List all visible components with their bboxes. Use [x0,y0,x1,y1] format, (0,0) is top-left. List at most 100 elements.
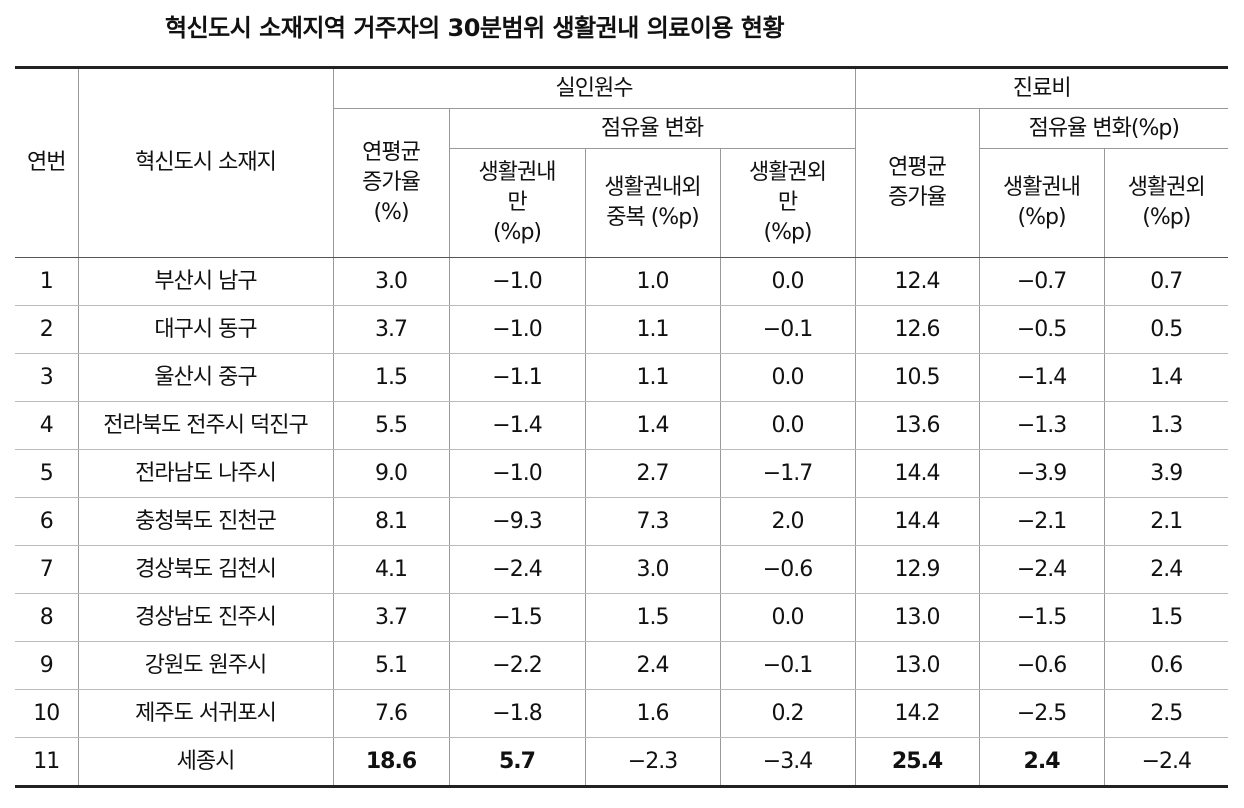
table-cell: 9.0 [332,449,450,498]
table-cell: −1.1 [448,353,586,402]
table-cell: −0.5 [978,305,1105,354]
table-cell: 2.7 [584,449,721,498]
table-cell: −1.4 [978,353,1105,402]
table-cell: 12.6 [854,305,980,354]
table-header: 연번 혁신도시 소재지 실인원수 진료비 연평균 증가율 (%) 점유율 변화 … [15,66,1229,258]
header-cell: 생활권외 (%p) [1103,148,1229,258]
table-cell: 0.0 [719,353,856,402]
table-cell: 1.0 [584,257,721,306]
table-cell: 강원도 원주시 [77,641,334,690]
table-row: 11 세종시 18.6 5.7 −2.3 −3.4 25.4 2.4 −2.4 [15,737,1229,788]
table-row: 5 전라남도 나주시 9.0 −1.0 2.7 −1.7 14.4 −3.9 3.9 [15,449,1229,498]
table-cell: 8.1 [332,497,450,546]
table-cell: 7 [15,545,79,594]
table-cell: −1.5 [978,593,1105,642]
table-cell: 2.4 [1103,545,1229,594]
table-cell: 경상남도 진주시 [77,593,334,642]
table-cell: 7.3 [584,497,721,546]
table-cell: −1.7 [719,449,856,498]
table-cell: 2.0 [719,497,856,546]
table-cell: −2.2 [448,641,586,690]
table-cell: −0.6 [719,545,856,594]
title: 혁신도시 소재지역 거주자의 30분범위 생활권내 의료이용 현황 [165,14,785,42]
table-cell: 2.4 [584,641,721,690]
table-cell: −3.9 [978,449,1105,498]
table-cell: 10.5 [854,353,980,402]
table-cell: 25.4 [854,737,980,788]
table-cell: −1.0 [448,449,586,498]
table-cell: 7.6 [332,689,450,738]
table-cell: 2.1 [1103,497,1229,546]
table-cell: −0.1 [719,305,856,354]
table-row: 1 부산시 남구 3.0 −1.0 1.0 0.0 12.4 −0.7 0.7 [15,257,1229,306]
table-cell: 0.7 [1103,257,1229,306]
table-cell: 8 [15,593,79,642]
table-cell: −9.3 [448,497,586,546]
table-cell: 1.5 [332,353,450,402]
table-cell: −1.5 [448,593,586,642]
table-cell: 3.9 [1103,449,1229,498]
table-cell: 5.1 [332,641,450,690]
table-cell: 0.6 [1103,641,1229,690]
table-cell: 3.7 [332,305,450,354]
table-cell: 충청북도 진천군 [77,497,334,546]
table-row: 2 대구시 동구 3.7 −1.0 1.1 −0.1 12.6 −0.5 0.5 [15,305,1229,354]
table-body: 1 부산시 남구 3.0 −1.0 1.0 0.0 12.4 −0.7 0.7 2 대구시 동구 3.… [15,257,1229,788]
table-cell: 14.2 [854,689,980,738]
table-cell: 1.5 [1103,593,1229,642]
table-cell: 10 [15,689,79,738]
table-cell: 2 [15,305,79,354]
table-cell: 전라북도 전주시 덕진구 [77,401,334,450]
table-cell: 제주도 서귀포시 [77,689,334,738]
table-cell: 울산시 중구 [77,353,334,402]
header-cell: 연평균 증가율 (%) [333,108,450,258]
table-cell: −2.3 [584,737,721,788]
table-cell: 전라남도 나주시 [77,449,334,498]
table-cell: 5 [15,449,79,498]
table: 연번 혁신도시 소재지 실인원수 진료비 연평균 증가율 (%) 점유율 변화 … [15,66,1229,788]
table-cell: −2.4 [978,545,1105,594]
table-cell: −1.3 [978,401,1105,450]
table-cell: 13.0 [854,593,980,642]
table-cell: 0.2 [719,689,856,738]
table-cell: 1.3 [1103,401,1229,450]
table-cell: −2.4 [448,545,586,594]
table-cell: 13.0 [854,641,980,690]
table-cell: 0.0 [719,593,856,642]
table-cell: −0.6 [978,641,1105,690]
table-cell: 세종시 [77,737,334,788]
table-cell: 1.1 [584,305,721,354]
table-cell: 1.6 [584,689,721,738]
table-row: 10 제주도 서귀포시 7.6 −1.8 1.6 0.2 14.2 −2.5 2.5 [15,689,1229,738]
table-cell: 3.0 [332,257,450,306]
table-row: 6 충청북도 진천군 8.1 −9.3 7.3 2.0 14.4 −2.1 2.1 [15,497,1229,546]
header-cell: 진료비 [854,66,1229,109]
table-cell: 6 [15,497,79,546]
table-cell: 2.5 [1103,689,1229,738]
table-cell: 3.0 [584,545,721,594]
table-cell: −3.4 [719,737,856,788]
header-cell: 생활권내 만 (%p) [449,148,586,258]
table-row: 7 경상북도 김천시 4.1 −2.4 3.0 −0.6 12.9 −2.4 2.4 [15,545,1229,594]
table-cell: 0.0 [719,401,856,450]
table-cell: −0.1 [719,641,856,690]
header-cell: 혁신도시 소재지 [77,66,334,258]
table-cell: 14.4 [854,497,980,546]
table-cell: 경상북도 김천시 [77,545,334,594]
header-cell: 생활권외 만 (%p) [719,148,856,258]
table-cell: 12.9 [854,545,980,594]
table-cell: −1.0 [448,305,586,354]
table-cell: 14.4 [854,449,980,498]
table-cell: −1.8 [448,689,586,738]
table-cell: −0.7 [978,257,1105,306]
table-cell: 9 [15,641,79,690]
table-cell: 1.5 [584,593,721,642]
table-cell: 5.7 [448,737,586,788]
header-cell: 연평균 증가율 [854,108,980,258]
table-cell: 부산시 남구 [77,257,334,306]
table-row: 9 강원도 원주시 5.1 −2.2 2.4 −0.1 13.0 −0.6 0.6 [15,641,1229,690]
table-cell: 13.6 [854,401,980,450]
table-row: 3 울산시 중구 1.5 −1.1 1.1 0.0 10.5 −1.4 1.4 [15,353,1229,402]
table-cell: 0.5 [1103,305,1229,354]
table-cell: 2.4 [978,737,1105,788]
